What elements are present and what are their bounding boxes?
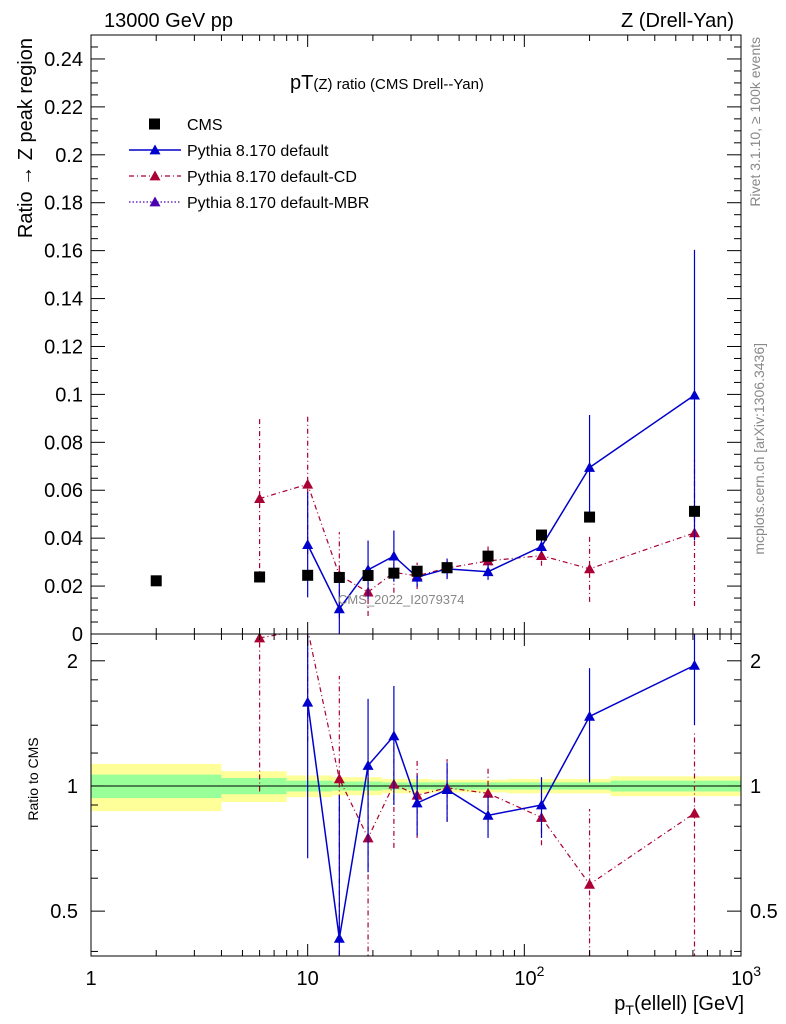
marker-1-3 [388,550,400,561]
analysis-watermark: CMS_2022_I2079374 [338,592,465,607]
y-tick-label-11: 0.22 [44,97,83,119]
ratio-line-1 [306,664,695,939]
legend-marker-3 [149,196,161,207]
cms-point-3 [333,571,345,583]
y-tick-label-8: 0.16 [44,241,83,263]
y-tick-label-2: 0.04 [44,528,83,550]
ratio-y-tick-label-left-2: 2 [67,651,78,673]
ratio-panel-frame [90,633,742,957]
cms-point-8 [482,550,494,562]
ratio-y-tick-label-right-1: 1 [750,776,761,798]
header-process: Z (Drell-Yan) [621,10,734,32]
y-tick-label-5: 0.1 [55,384,83,406]
ratio-y-tick-label-left-1: 1 [67,776,78,798]
cms-point-1 [254,571,266,583]
x-tick-label-1: 10 [297,968,319,990]
marker-1-1 [333,603,345,614]
ratio-marker-2-9 [584,878,596,889]
x-axis-label-pre: p [614,993,625,1015]
x-axis-label: pT(ellell) [GeV] [614,993,744,1018]
legend-marker-2 [149,170,161,181]
y-tick-label-4: 0.08 [44,432,83,454]
cms-point-5 [388,567,400,579]
ratio-marker-1-1 [333,932,345,943]
cms-point-0 [150,575,162,587]
ratio-y-tick-label-right-2: 2 [750,651,761,673]
legend-label-0: CMS [187,117,223,134]
x-tick-label-3: 103 [731,963,761,990]
y-tick-label-7: 0.14 [44,289,83,311]
series-line-2 [259,483,695,593]
y-tick-label-10: 0.2 [55,145,83,167]
ratio-marker-1-8 [584,710,596,721]
plot-title-rest: (Z) ratio (CMS Drell--Yan) [313,76,484,93]
y-tick-label-0: 0 [72,624,83,646]
ratio-marker-1-6 [482,809,494,820]
marker-1-9 [688,389,700,400]
legend-label-1: Pythia 8.170 default [187,143,329,160]
ratio-marker-1-4 [411,797,423,808]
series-ratio-1 [302,634,700,956]
plot-title: pT(Z) ratio (CMS Drell--Yan) [290,72,484,94]
plot-title-main: pT [290,72,313,94]
ratio-marker-1-7 [535,799,547,810]
ratio-line-2 [259,634,695,886]
y-tick-label-9: 0.18 [44,193,83,215]
marker-2-9 [584,563,596,574]
header-energy: 13000 GeV pp [104,10,233,32]
cms-point-7 [441,562,453,574]
marker-1-6 [482,566,494,577]
x-axis-label-post: (ellell) [GeV] [634,993,744,1015]
ratio-y-axis-label: Ratio to CMS [25,737,41,820]
marker-1-7 [535,541,547,551]
axis-ticks [90,34,741,956]
x-tick-label-0: 1 [85,968,96,990]
legend-label-3: Pythia 8.170 default-MBR [187,195,369,212]
marker-1-8 [584,461,596,472]
x-tick-label-2: 102 [514,963,544,990]
y-tick-label-1: 0.02 [44,576,83,598]
cms-point-4 [362,570,374,582]
legend-marker-1 [149,144,161,155]
series-main-0 [150,505,700,587]
x-axis-label-sub: T [625,1002,634,1018]
axis-tick-labels: 1 10 102 103 0 0.02 0.04 0.06 0.08 0.1 0.12 0.14 0.1… [44,49,778,990]
series-main-1 [302,249,700,634]
marker-2-8 [535,550,547,561]
ratio-marker-2-10 [688,807,700,818]
y-tick-label-12: 0.24 [44,49,83,71]
rivet-version-label: Rivet 3.1.10, ≥ 100k events [747,37,763,207]
ratio-marker-1-3 [388,730,400,741]
ratio-y-tick-label-right-0: 0.5 [750,901,778,923]
legend: CMS Pythia 8.170 default Pythia 8.170 defa… [129,117,369,212]
cms-point-6 [411,565,423,577]
cms-point-10 [584,511,596,523]
ratio-marker-2-7 [482,787,494,798]
series-layer [150,249,700,956]
ratio-marker-1-0 [302,696,314,707]
cms-point-9 [535,529,547,541]
marker-2-1 [302,478,314,489]
y-tick-label-3: 0.06 [44,480,83,502]
ratio-marker-1-9 [688,659,700,670]
ratio-marker-1-5 [441,784,453,795]
series-main-2 [254,414,700,619]
mcplots-source-label: mcplots.cern.ch [arXiv:1306.3436] [751,343,767,555]
cms-point-2 [302,569,314,581]
legend-label-2: Pythia 8.170 default-CD [187,169,357,186]
ratio-y-tick-label-left-0: 0.5 [50,901,78,923]
ratio-marker-1-2 [362,760,374,770]
legend-marker-0 [149,118,160,130]
marker-1-0 [302,539,314,550]
ratio-marker-2-2 [333,773,345,784]
y-tick-label-6: 0.12 [44,336,83,358]
series-line-1 [306,394,695,611]
cms-point-11 [688,505,700,517]
marker-2-0 [254,493,266,504]
y-axis-label: Ratio → Z peak region [15,38,37,238]
